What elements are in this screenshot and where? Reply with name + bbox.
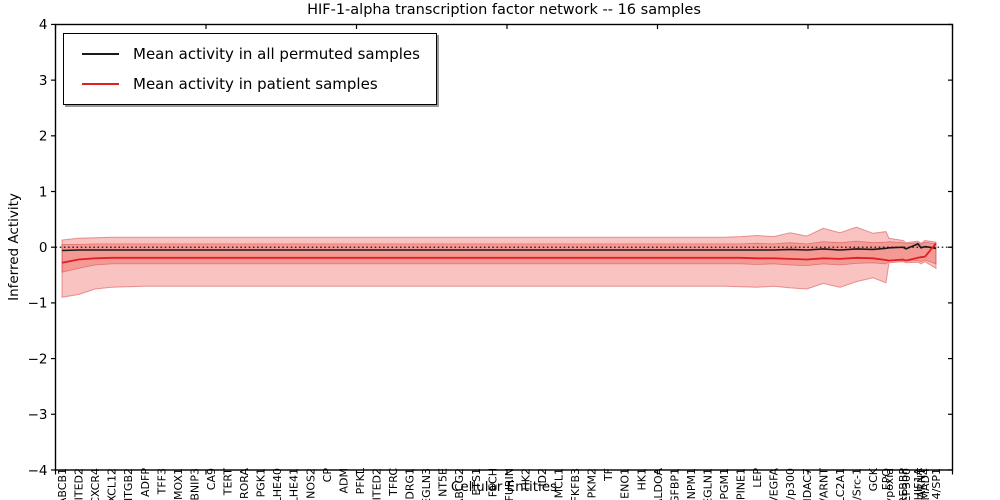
x-axis-label: ITGB2 [122, 468, 135, 500]
chart-title: HIF-1-alpha transcription factor network… [307, 2, 701, 18]
x-axis-label: HIF1A/ARNT/Cbp/p300/Src-1 [850, 468, 863, 500]
x-axis-label: PGK1 [255, 468, 268, 497]
x-axis-label: CXCL12 [106, 468, 119, 500]
patient-confidence-band-inner [61, 240, 937, 273]
y-tick-label: 3 [39, 73, 48, 89]
x-axis-label: TFRC [387, 468, 400, 497]
x-axis-label: SERPINE1 [735, 468, 748, 500]
x-axis-label: PFKL [354, 467, 367, 494]
permuted-line-swatch [82, 53, 119, 55]
x-axis-label: TERT [222, 468, 235, 497]
x-axis-label: BHLHE40 [271, 468, 284, 500]
legend-item-permuted: Mean activity in all permuted samples [74, 39, 420, 69]
x-axis-label: HIF1A/ARNT/Cbp/p300/HDAC7 [801, 468, 814, 500]
x-axis-label: PKM2 [586, 468, 599, 498]
y-tick-label: 2 [39, 129, 48, 145]
x-axis-title: Cellular Entities [450, 479, 558, 495]
x-axis-label: HMOX1 [172, 468, 185, 500]
x-axis-label: CREBBP [897, 468, 910, 500]
x-axis-label: HIF1A/ARNT [817, 468, 830, 500]
x-axis-label: CITED2 [371, 468, 384, 500]
x-axis-label: EGLN1 [702, 468, 715, 500]
x-axis-label: SLC2A1 [834, 468, 847, 500]
x-axis-label: BHLHE41 [288, 468, 301, 500]
x-axis-label: LEP [751, 468, 764, 488]
x-axis-label: RORA [238, 468, 251, 499]
x-axis-label: MCL1 [553, 468, 566, 498]
legend-label: Mean activity in patient samples [133, 75, 378, 93]
x-axis-label: ARNT [915, 468, 928, 498]
x-axis-label: CP [321, 468, 334, 483]
x-axis-label: FURIN [503, 468, 516, 500]
x-axis-label: IGFBP1 [668, 468, 681, 500]
legend: Mean activity in all permuted samples Me… [63, 33, 437, 105]
x-axis-label: EPO [880, 468, 893, 491]
patient-mean-line [61, 242, 937, 264]
x-axis-label: NDRG1 [404, 468, 417, 500]
x-axis-label: ABCB1 [56, 468, 69, 500]
x-axis-label: PFKFB3 [569, 468, 582, 500]
y-tick-label: 4 [39, 17, 48, 33]
x-axis-label: GCK [867, 467, 880, 491]
x-axis-label: ALDOA [652, 468, 665, 500]
x-axis-label: NPM1 [685, 468, 698, 499]
permuted-mean-line [61, 242, 937, 252]
x-axis-label: HIF1A [912, 468, 925, 500]
x-axis-label: HIF1A/ARNT/SMAD3/SMAD4 [919, 468, 932, 500]
x-axis-label: ADM [337, 468, 350, 494]
y-tick-label: −1 [28, 296, 48, 312]
patient-confidence-band-outer [61, 226, 937, 298]
y-tick-label: −3 [28, 407, 48, 423]
x-axis-label: response to hypoxia [883, 468, 896, 500]
x-axis-label: Cbp/p300/CITED2 [73, 468, 86, 500]
patient-line-swatch [82, 83, 119, 85]
x-axis-label: ENO1 [619, 468, 632, 499]
x-axis-label: NOS2 [304, 468, 317, 499]
x-axis-label: PGM1 [718, 468, 731, 500]
y-axis-title: Inferred Activity [6, 193, 22, 301]
x-axis-label: NT5E [437, 468, 450, 497]
x-axis-label: TFF3 [155, 468, 168, 495]
y-tick-label: 0 [39, 240, 48, 256]
x-axis-label: HIF1A/ARNT/Cbp/p300 [784, 468, 797, 500]
x-axis-label: HK1 [635, 468, 648, 490]
x-axis-label: BNIP3 [188, 468, 201, 500]
x-axis-label: CXCR4 [89, 468, 102, 500]
y-tick-label: −2 [28, 351, 48, 367]
x-axis-label: ABCG2 [453, 468, 466, 500]
x-axis-label: HIF1A/ARNT/SMAD3/SMAD4/SP1 [930, 468, 943, 500]
x-axis-label: EGLN3 [420, 468, 433, 500]
x-axis-label: VEGFA [768, 468, 781, 500]
x-axis-label: CA9 [205, 468, 218, 490]
x-axis-label: ID2 [536, 468, 549, 487]
legend-item-patient: Mean activity in patient samples [74, 69, 420, 99]
x-axis-label: EP300 [900, 468, 913, 500]
y-tick-label: 1 [39, 184, 48, 200]
x-axis-label: FECH [486, 468, 499, 497]
x-axis-label: HK2 [519, 468, 532, 490]
y-tick-label: −4 [28, 463, 48, 479]
x-axis-label: ADFP [139, 468, 152, 497]
legend-label: Mean activity in all permuted samples [133, 45, 420, 63]
x-axis-label: ETS1 [470, 468, 483, 496]
x-axis-label: TF [602, 468, 615, 482]
